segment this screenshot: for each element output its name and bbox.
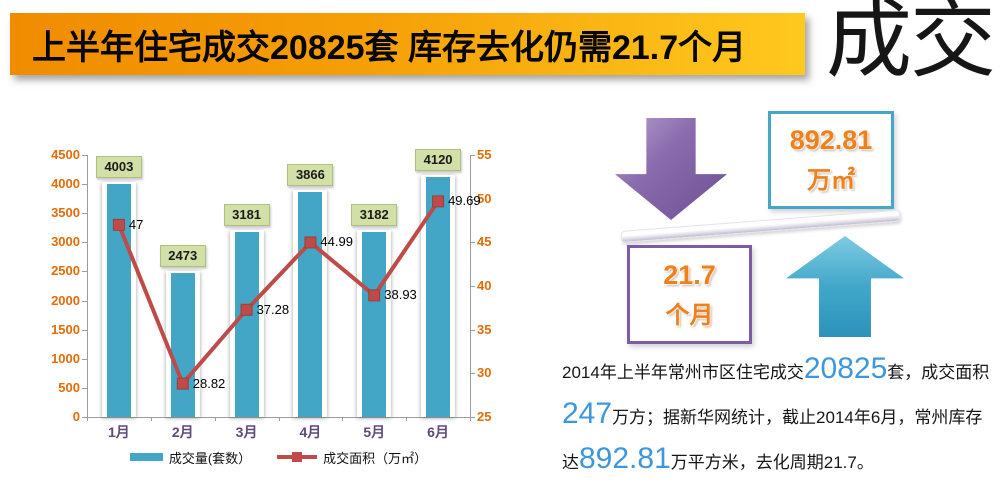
legend-marker bbox=[292, 452, 303, 462]
legend-item: 成交面积（万㎡） bbox=[277, 448, 427, 467]
y-axis-left bbox=[87, 155, 88, 417]
up-arrow-icon bbox=[786, 236, 904, 337]
y-axis-left-label: 0 bbox=[72, 409, 80, 424]
x-axis-tick bbox=[150, 417, 152, 421]
line-value-label: 47 bbox=[128, 216, 144, 232]
highlight-number: 20825 bbox=[803, 352, 888, 385]
y-axis-tick bbox=[82, 184, 87, 186]
bar-value-label: 3866 bbox=[287, 163, 334, 186]
y-axis-left-label: 4000 bbox=[51, 176, 80, 192]
bar bbox=[106, 183, 131, 417]
x-axis-label: 1月 bbox=[108, 424, 130, 440]
bar bbox=[170, 273, 195, 417]
summary-line: 达 892.81 万平方米，去化周期21.7。 bbox=[562, 442, 994, 487]
y-axis-right-label: 50 bbox=[477, 190, 492, 206]
y-axis-tick bbox=[470, 329, 475, 331]
y-axis-right-label: 45 bbox=[477, 234, 492, 250]
line-value-label: 44.99 bbox=[320, 234, 353, 250]
y-axis-tick bbox=[470, 417, 475, 418]
depletion-period-value: 21.7 bbox=[663, 259, 716, 290]
line-value-label: 37.28 bbox=[256, 301, 290, 317]
summary-text: 2014年上半年常州市区住宅成交 bbox=[562, 363, 804, 382]
x-axis-tick bbox=[470, 417, 471, 421]
legend-label: 成交面积（万㎡） bbox=[323, 450, 428, 466]
legend-label: 成交量(套数） bbox=[168, 450, 252, 466]
x-axis-tick bbox=[406, 417, 408, 421]
chart-legend: 成交量(套数） 成交面积（万㎡） bbox=[87, 448, 470, 466]
summary-line: 2014年上半年常州市区住宅成交 20825 套，成交面积 bbox=[562, 352, 994, 397]
y-axis-left-label: 2500 bbox=[51, 263, 80, 279]
x-axis-label: 2月 bbox=[171, 424, 194, 440]
y-axis-right-label: 55 bbox=[477, 147, 492, 162]
y-axis-tick bbox=[82, 417, 87, 418]
x-axis-label: 3月 bbox=[235, 424, 258, 440]
y-axis-tick bbox=[82, 329, 87, 331]
highlight-number: 892.81 bbox=[579, 442, 671, 475]
legend-item: 成交量(套数） bbox=[129, 448, 252, 467]
y-axis-tick bbox=[82, 271, 87, 273]
summary-text: 万平方米，去化周期21.7。 bbox=[670, 453, 874, 472]
y-axis-right-label: 30 bbox=[477, 365, 492, 381]
x-axis-label: 6月 bbox=[427, 424, 449, 440]
summary-text: 套，成交面积 bbox=[887, 363, 990, 382]
summary-text: 达 bbox=[562, 453, 579, 472]
bar bbox=[362, 231, 387, 417]
bar bbox=[234, 231, 259, 417]
y-axis-right-label: 25 bbox=[477, 409, 492, 424]
legend-bar-swatch bbox=[129, 453, 163, 461]
y-axis-tick bbox=[82, 300, 87, 302]
highlight-number: 247 bbox=[562, 397, 613, 430]
y-axis-tick bbox=[82, 387, 87, 389]
y-axis-left-label: 2000 bbox=[51, 292, 80, 308]
x-axis-tick bbox=[214, 417, 216, 421]
y-axis-left-label: 1000 bbox=[51, 350, 80, 366]
y-axis-right-label: 40 bbox=[477, 278, 492, 293]
y-axis-left-label: 500 bbox=[58, 379, 80, 395]
y-axis-left-label: 3500 bbox=[51, 205, 80, 221]
x-axis-label: 4月 bbox=[299, 424, 322, 440]
sales-combo-chart: 0 500 1000 1500 2000 2500 3000 3500 4000 4500 25 30… bbox=[40, 100, 520, 484]
bar bbox=[426, 177, 451, 417]
y-axis-left-label: 3000 bbox=[51, 234, 80, 250]
y-axis-right-label: 35 bbox=[477, 321, 492, 337]
y-axis-tick bbox=[470, 242, 475, 244]
y-axis-tick bbox=[82, 155, 87, 156]
y-axis-tick bbox=[470, 373, 475, 375]
y-axis-left-label: 4500 bbox=[51, 147, 80, 162]
inventory-area-unit: 万㎡ bbox=[807, 167, 855, 194]
line-value-label: 49.69 bbox=[448, 193, 481, 209]
watermark-text: 成交 bbox=[826, 0, 996, 88]
depletion-period-box: 21.7 个月 bbox=[627, 245, 752, 344]
down-arrow-icon bbox=[615, 118, 727, 220]
bar-value-label: 3181 bbox=[223, 203, 270, 226]
depletion-period-unit: 个月 bbox=[665, 301, 714, 329]
y-axis-tick bbox=[470, 155, 475, 156]
y-axis-tick bbox=[470, 286, 475, 287]
x-axis-tick bbox=[278, 417, 280, 421]
line-value-label: 38.93 bbox=[384, 287, 417, 303]
y-axis-tick bbox=[82, 242, 87, 244]
legend-line-swatch bbox=[277, 451, 318, 463]
y-axis-tick bbox=[82, 213, 87, 215]
title-banner: 上半年住宅成交20825套 库存去化仍需21.7个月 bbox=[10, 13, 805, 75]
x-axis-label: 5月 bbox=[363, 424, 386, 440]
bar-value-label: 2473 bbox=[159, 245, 206, 268]
y-axis-left-label: 1500 bbox=[51, 321, 80, 337]
page-title: 上半年住宅成交20825套 库存去化仍需21.7个月 bbox=[32, 28, 747, 67]
seesaw-beam bbox=[620, 209, 901, 243]
summary-text: 万方；据新华网统计，截止2014年6月，常州库存 bbox=[612, 408, 983, 427]
bar-value-label: 3182 bbox=[351, 203, 398, 226]
x-axis-tick bbox=[342, 417, 344, 421]
x-axis-tick bbox=[87, 417, 88, 421]
summary-paragraph: 2014年上半年常州市区住宅成交 20825 套，成交面积 247 万方；据新华网统计… bbox=[562, 352, 994, 487]
y-axis-tick bbox=[82, 358, 87, 360]
bar bbox=[298, 191, 323, 417]
bar-value-label: 4120 bbox=[415, 149, 462, 172]
y-axis-tick bbox=[470, 198, 475, 200]
inventory-area-box: 892.81 万㎡ bbox=[768, 111, 894, 209]
line-value-label: 28.82 bbox=[192, 375, 226, 391]
bar-value-label: 4003 bbox=[95, 155, 142, 178]
inventory-area-value: 892.81 bbox=[789, 125, 873, 155]
summary-line: 247 万方；据新华网统计，截止2014年6月，常州库存 bbox=[562, 397, 994, 442]
